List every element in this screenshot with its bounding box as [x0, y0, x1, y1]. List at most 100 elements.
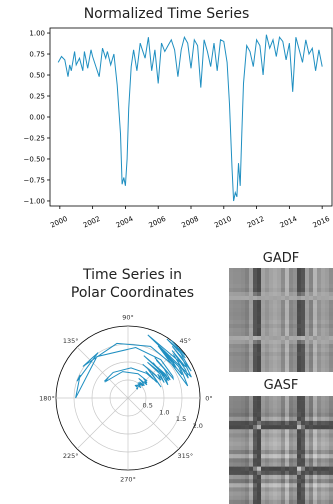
heatmap-cell	[317, 450, 322, 455]
heatmap-cell	[237, 412, 242, 418]
heatmap-cell	[237, 429, 242, 434]
heatmap-cell	[317, 272, 322, 277]
heatmap-cell	[265, 364, 270, 369]
heatmap-cell	[257, 396, 262, 401]
heatmap-cell	[301, 280, 306, 285]
heatmap-cell	[265, 276, 270, 281]
heatmap-cell	[237, 356, 242, 361]
heatmap-cell	[285, 425, 290, 430]
heatmap-cell	[229, 368, 234, 372]
heatmap-cell	[285, 304, 290, 309]
y-tick-label: 0.00	[29, 114, 45, 122]
heatmap-cell	[245, 462, 250, 467]
heatmap-cell	[321, 450, 326, 455]
heatmap-cell	[229, 454, 234, 459]
heatmap-cell	[329, 396, 333, 401]
heatmap-cell	[257, 470, 262, 476]
heatmap-cell	[297, 316, 302, 321]
heatmap-cell	[313, 312, 318, 317]
heatmap-cell	[289, 495, 294, 501]
heatmap-cell	[313, 324, 318, 329]
heatmap-cell	[329, 450, 333, 455]
heatmap-cell	[305, 284, 310, 289]
heatmap-cell	[321, 272, 326, 277]
heatmap-cell	[317, 491, 322, 496]
heatmap-cell	[257, 483, 262, 488]
heatmap-cell	[313, 352, 318, 357]
heatmap-cell	[289, 400, 294, 405]
heatmap-cell	[241, 416, 246, 422]
heatmap-cell	[301, 284, 306, 289]
heatmap-cell	[273, 412, 278, 418]
heatmap-cell	[321, 479, 326, 484]
heatmap-cell	[289, 420, 294, 426]
heatmap-cell	[257, 300, 262, 305]
heatmap-cell	[257, 462, 262, 467]
heatmap-cell	[289, 425, 294, 430]
heatmap-cell	[305, 320, 310, 325]
heatmap-cell	[245, 304, 250, 309]
heatmap-cell	[257, 487, 262, 492]
heatmap-cell	[233, 445, 238, 451]
heatmap-cell	[317, 458, 322, 463]
heatmap-cell	[257, 276, 262, 281]
heatmap-cell	[237, 400, 242, 405]
heatmap-cell	[245, 429, 250, 434]
heatmap-cell	[277, 284, 282, 289]
heatmap-cell	[273, 344, 278, 349]
heatmap-cell	[245, 437, 250, 442]
heatmap-cell	[317, 396, 322, 401]
heatmap-cell	[265, 420, 270, 426]
heatmap-cell	[313, 332, 318, 337]
heatmap-cell	[325, 450, 330, 455]
heatmap-cell	[309, 304, 314, 309]
heatmap-cell	[317, 483, 322, 488]
heatmap-cell	[277, 272, 282, 277]
heatmap-cell	[325, 352, 330, 357]
heatmap-cell	[281, 336, 286, 341]
heatmap-cell	[297, 292, 302, 297]
heatmap-cell	[305, 491, 310, 496]
heatmap-cell	[317, 412, 322, 418]
heatmap-cell	[321, 425, 326, 430]
time-series-line	[57, 34, 323, 202]
polar-grid-spoke	[76, 397, 129, 450]
heatmap-cell	[285, 495, 290, 501]
heatmap-cell	[233, 483, 238, 488]
heatmap-cell	[285, 296, 290, 301]
heatmap-cell	[301, 356, 306, 361]
heatmap-cell	[277, 466, 282, 472]
heatmap-cell	[241, 499, 246, 504]
heatmap-cell	[249, 288, 254, 293]
heatmap-cell	[229, 495, 234, 501]
heatmap-cell	[329, 280, 333, 285]
heatmap-cell	[281, 479, 286, 484]
heatmap-cell	[325, 320, 330, 325]
heatmap-cell	[329, 360, 333, 365]
heatmap-cell	[313, 491, 318, 496]
heatmap-cell	[265, 360, 270, 365]
heatmap-cell	[265, 340, 270, 345]
heatmap-cell	[317, 328, 322, 333]
heatmap-cell	[321, 420, 326, 426]
heatmap-cell	[257, 332, 262, 337]
heatmap-cell	[261, 433, 266, 438]
heatmap-cell	[237, 360, 242, 365]
heatmap-cell	[329, 352, 333, 357]
heatmap-cell	[317, 437, 322, 442]
heatmap-cell	[309, 368, 314, 372]
heatmap-cell	[237, 458, 242, 463]
heatmap-cell	[329, 495, 333, 501]
heatmap-cell	[313, 495, 318, 501]
heatmap-cell	[249, 360, 254, 365]
heatmap-cell	[301, 344, 306, 349]
heatmap-cell	[329, 364, 333, 369]
heatmap-cell	[301, 268, 306, 273]
heatmap-cell	[305, 433, 310, 438]
heatmap-cell	[237, 364, 242, 369]
heatmap-cell	[229, 320, 234, 325]
heatmap-cell	[245, 364, 250, 369]
heatmap-cell	[329, 441, 333, 447]
heatmap-cell	[249, 437, 254, 442]
heatmap-cell	[261, 487, 266, 492]
